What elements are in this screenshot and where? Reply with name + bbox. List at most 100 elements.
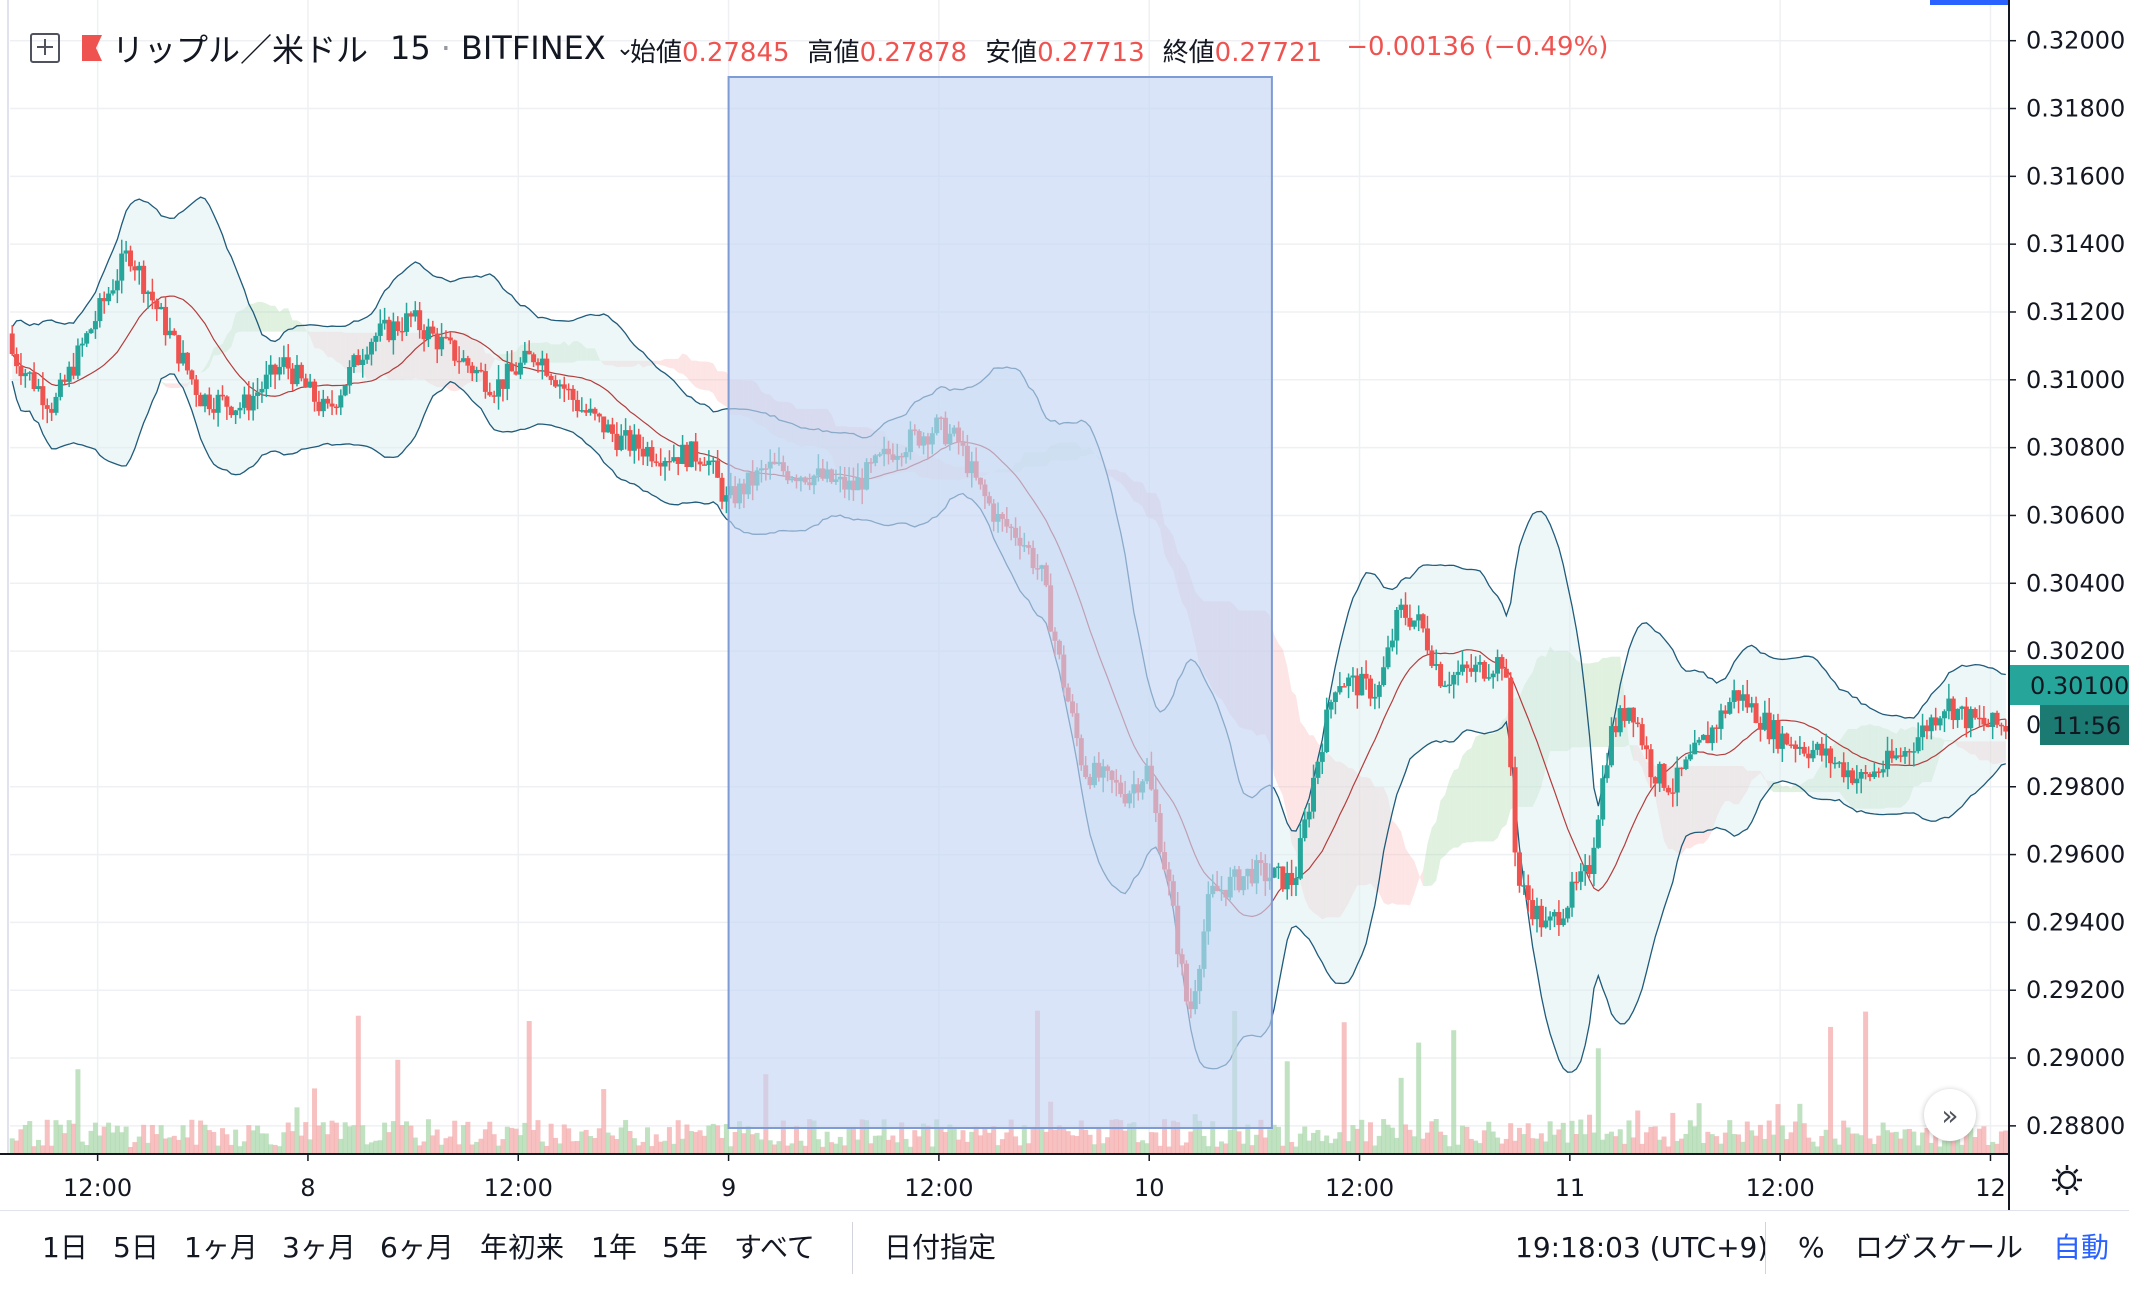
cloud-segment bbox=[511, 351, 517, 368]
volume-bar bbox=[1928, 1142, 1934, 1153]
range-6m[interactable]: 6ヶ月 bbox=[380, 1231, 454, 1264]
volume-bar bbox=[1376, 1135, 1382, 1153]
volume-bar bbox=[1679, 1138, 1685, 1153]
volume-bar bbox=[1473, 1140, 1479, 1153]
log-scale-toggle[interactable]: ログスケール bbox=[1855, 1231, 2024, 1264]
symbol-legend[interactable]: リップル／米ドル 15 · BITFINEX ⌄ bbox=[30, 28, 635, 69]
cloud-segment bbox=[1852, 729, 1857, 809]
volume-bar bbox=[1722, 1132, 1728, 1153]
volume-bar bbox=[1521, 1134, 1527, 1153]
cloud-segment bbox=[1589, 662, 1594, 747]
candle-body bbox=[684, 444, 690, 467]
settings-gear-icon[interactable] bbox=[2050, 1163, 2084, 1197]
candle-body bbox=[1990, 712, 1996, 727]
cloud-segment bbox=[1493, 730, 1498, 842]
candle-body bbox=[1477, 661, 1483, 665]
range-3m[interactable]: 3ヶ月 bbox=[282, 1231, 356, 1264]
interval[interactable]: 15 bbox=[390, 29, 431, 67]
cloud-segment bbox=[1804, 779, 1809, 793]
range-5d[interactable]: 5日 bbox=[113, 1231, 159, 1264]
candle-body bbox=[1753, 703, 1759, 723]
volume-bar bbox=[780, 1120, 786, 1153]
cloud-segment bbox=[621, 360, 626, 367]
current-price-label: 0.30100 bbox=[2030, 672, 2129, 700]
candle-body bbox=[1832, 762, 1838, 765]
volume-bar bbox=[268, 1144, 274, 1153]
volume-bar bbox=[1911, 1131, 1917, 1153]
range-5y[interactable]: 5年 bbox=[662, 1231, 708, 1264]
volume-bar bbox=[531, 1129, 537, 1153]
candle-body bbox=[491, 395, 497, 397]
volume-bar bbox=[202, 1124, 208, 1153]
volume-bar bbox=[22, 1124, 28, 1153]
volume-bar bbox=[1096, 1127, 1102, 1153]
current-price-badge bbox=[2010, 665, 2129, 706]
cloud-segment bbox=[1484, 733, 1489, 842]
volume-bar bbox=[1578, 1119, 1584, 1153]
volume-bar bbox=[1183, 1142, 1189, 1153]
percent-toggle[interactable]: % bbox=[1798, 1231, 1825, 1264]
volume-bar bbox=[1495, 1137, 1501, 1153]
candle-body bbox=[601, 416, 607, 433]
volume-bar bbox=[2003, 1130, 2009, 1153]
candle-body bbox=[272, 364, 278, 375]
price-tick-label: 0.31600 bbox=[2026, 162, 2125, 190]
volume-bar bbox=[66, 1120, 72, 1153]
range-all[interactable]: すべて bbox=[734, 1231, 815, 1264]
candle-body bbox=[110, 290, 116, 294]
candle-body bbox=[1411, 620, 1417, 627]
time-axis[interactable]: 12:00 8 12:00 9 12:00 10 12:00 11 12:00 12 bbox=[0, 0, 2009, 1210]
price-axis[interactable]: 0.32000 0.31800 0.31600 0.31400 0.31200 0.310… bbox=[1930, 0, 2129, 1210]
expand-icon[interactable] bbox=[30, 33, 60, 63]
volume-bar bbox=[1871, 1143, 1877, 1153]
cloud-segment bbox=[1983, 741, 1989, 761]
volume-bar bbox=[430, 1135, 436, 1153]
price-chart[interactable]: 0.32000 0.31800 0.31600 0.31400 0.31200 0.310… bbox=[0, 0, 2129, 1210]
volume-bar bbox=[1087, 1134, 1093, 1153]
chevron-down-icon[interactable]: ⌄ bbox=[615, 35, 635, 61]
cloud-segment bbox=[1997, 741, 2002, 764]
range-ytd[interactable]: 年初来 bbox=[480, 1231, 565, 1264]
cloud-segment bbox=[634, 360, 639, 367]
volume-bar bbox=[609, 1135, 615, 1153]
time-tick-label: 8 bbox=[300, 1174, 315, 1202]
cloud-segment bbox=[1690, 765, 1695, 849]
candle-body bbox=[474, 369, 480, 374]
scroll-to-realtime-button[interactable]: » bbox=[1924, 1089, 1976, 1141]
volume-bar bbox=[623, 1120, 629, 1153]
candle-body bbox=[1319, 752, 1325, 762]
range-1d[interactable]: 1日 bbox=[42, 1231, 88, 1264]
price-tick-label: 0.32000 bbox=[2026, 27, 2125, 55]
candle-body bbox=[1293, 878, 1299, 885]
cloud-segment bbox=[1392, 820, 1397, 905]
range-1m[interactable]: 1ヶ月 bbox=[184, 1231, 258, 1264]
volume-bar bbox=[1806, 1137, 1812, 1153]
volume-bar bbox=[1118, 1120, 1124, 1153]
time-tick-label: 12:00 bbox=[1325, 1174, 1394, 1202]
cloud-segment bbox=[616, 360, 622, 368]
auto-scale-toggle[interactable]: 自動 bbox=[2053, 1231, 2110, 1264]
range-1y[interactable]: 1年 bbox=[591, 1231, 637, 1264]
low-value: 0.27713 bbox=[1037, 38, 1145, 68]
clock[interactable]: 19:18:03 (UTC+9) bbox=[1515, 1231, 1769, 1264]
candle-body bbox=[1424, 628, 1430, 651]
volume-bar bbox=[1170, 1120, 1176, 1153]
exchange[interactable]: BITFINEX bbox=[460, 29, 606, 67]
candle-body bbox=[1429, 650, 1435, 666]
date-range-button[interactable]: 日付指定 bbox=[884, 1231, 997, 1264]
volume-bar bbox=[1017, 1145, 1023, 1153]
symbol-name[interactable]: リップル／米ドル bbox=[112, 31, 369, 69]
date-range-selection[interactable] bbox=[727, 76, 1273, 1129]
volume-bar bbox=[837, 1136, 843, 1153]
volume-bar bbox=[141, 1124, 147, 1153]
cloud-segment bbox=[1545, 646, 1551, 769]
cloud-segment bbox=[1475, 734, 1481, 842]
volume-bar bbox=[1841, 1120, 1847, 1153]
volume-bar bbox=[1438, 1131, 1444, 1153]
cloud-segment bbox=[1961, 741, 1967, 752]
volume-bar bbox=[1258, 1119, 1264, 1153]
candle-body bbox=[259, 388, 265, 393]
candle-body bbox=[666, 460, 672, 463]
volume-bar bbox=[1433, 1119, 1439, 1153]
volume-bar bbox=[1762, 1138, 1768, 1153]
